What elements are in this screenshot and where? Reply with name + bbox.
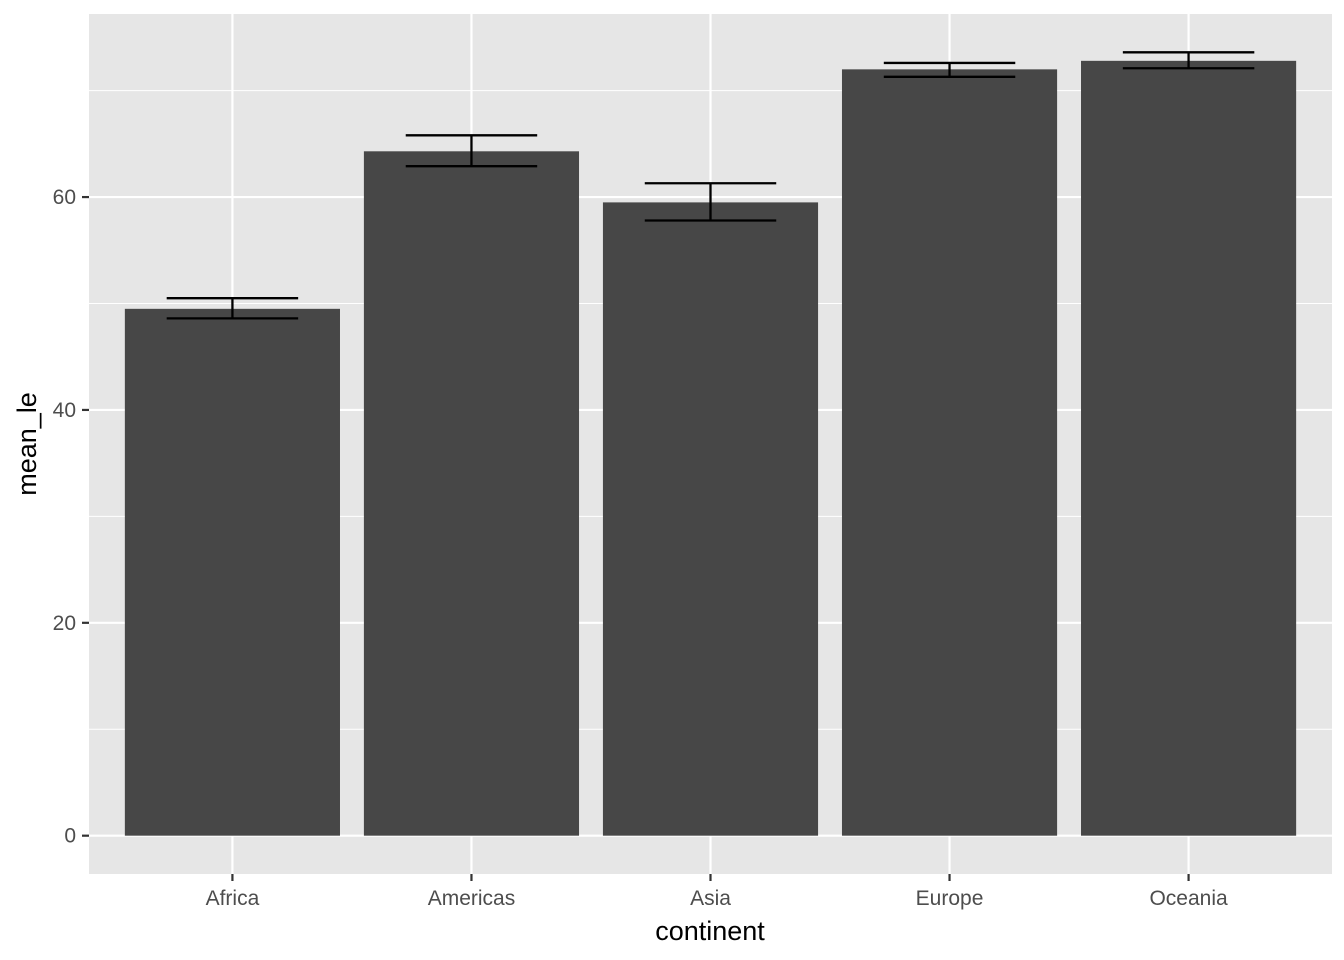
error-bar-americas xyxy=(405,134,538,168)
y-tick-label: 0 xyxy=(64,825,76,848)
bar-asia xyxy=(602,202,819,836)
y-tick-label: 20 xyxy=(53,612,76,635)
error-bar-asia xyxy=(644,182,777,222)
x-tick-label: Asia xyxy=(690,887,731,910)
x-tick-label: Europe xyxy=(916,887,984,910)
y-tick-label: 40 xyxy=(53,399,76,422)
error-bar-oceania xyxy=(1122,51,1255,70)
x-tick-label: Americas xyxy=(428,887,516,910)
error-bar-africa xyxy=(166,297,299,320)
x-axis-title: continent xyxy=(655,916,765,946)
bar-africa xyxy=(124,308,340,836)
bar-americas xyxy=(363,151,580,836)
bar-europe xyxy=(841,69,1058,836)
bar-oceania xyxy=(1081,60,1297,836)
error-bar-europe xyxy=(883,61,1016,78)
y-axis-title: mean_le xyxy=(12,392,42,496)
bars xyxy=(124,60,1297,836)
x-axis-ticks: Africa Americas Asia Europe Oceania xyxy=(206,874,1228,910)
error-bars xyxy=(166,51,1255,320)
x-tick-label: Africa xyxy=(206,887,260,910)
y-tick-label: 60 xyxy=(53,186,76,209)
y-axis-ticks: 0 20 40 60 xyxy=(53,186,89,848)
x-tick-label: Oceania xyxy=(1149,887,1228,910)
